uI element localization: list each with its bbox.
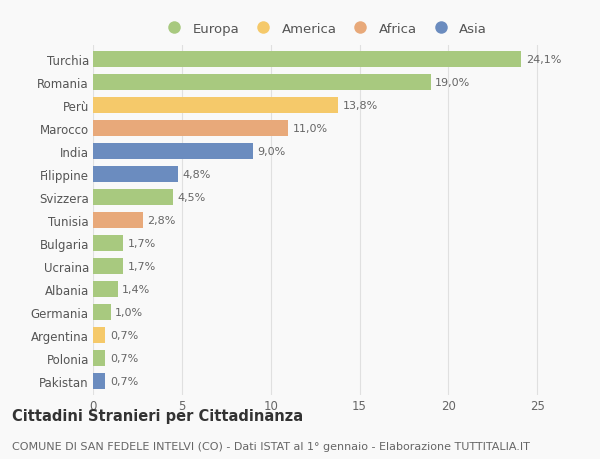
Text: 9,0%: 9,0% (257, 146, 286, 157)
Bar (93, 213, 143, 228)
Text: 19,0%: 19,0% (435, 78, 470, 88)
Bar (93, 373, 106, 389)
Text: 1,0%: 1,0% (115, 307, 143, 317)
Bar (93, 75, 431, 90)
Bar (93, 144, 253, 159)
Bar (93, 327, 106, 343)
Text: 24,1%: 24,1% (526, 55, 561, 65)
Bar (93, 98, 338, 113)
Text: 0,7%: 0,7% (110, 330, 138, 340)
Bar (93, 190, 173, 205)
Text: Cittadini Stranieri per Cittadinanza: Cittadini Stranieri per Cittadinanza (12, 408, 303, 423)
Bar (93, 258, 123, 274)
Text: 13,8%: 13,8% (343, 101, 378, 111)
Text: COMUNE DI SAN FEDELE INTELVI (CO) - Dati ISTAT al 1° gennaio - Elaborazione TUTT: COMUNE DI SAN FEDELE INTELVI (CO) - Dati… (12, 441, 530, 451)
Bar (93, 235, 123, 251)
Bar (93, 167, 178, 182)
Text: 4,8%: 4,8% (183, 169, 211, 179)
Text: 1,4%: 1,4% (122, 284, 151, 294)
Bar (93, 304, 111, 320)
Bar (93, 281, 118, 297)
Text: 0,7%: 0,7% (110, 376, 138, 386)
Text: 2,8%: 2,8% (147, 215, 176, 225)
Legend: Europa, America, Africa, Asia: Europa, America, Africa, Asia (161, 23, 487, 36)
Text: 1,7%: 1,7% (128, 261, 156, 271)
Text: 11,0%: 11,0% (293, 123, 328, 134)
Bar (93, 52, 521, 67)
Text: 4,5%: 4,5% (178, 192, 206, 202)
Bar (93, 121, 289, 136)
Text: 1,7%: 1,7% (128, 238, 156, 248)
Bar (93, 350, 106, 366)
Text: 0,7%: 0,7% (110, 353, 138, 363)
